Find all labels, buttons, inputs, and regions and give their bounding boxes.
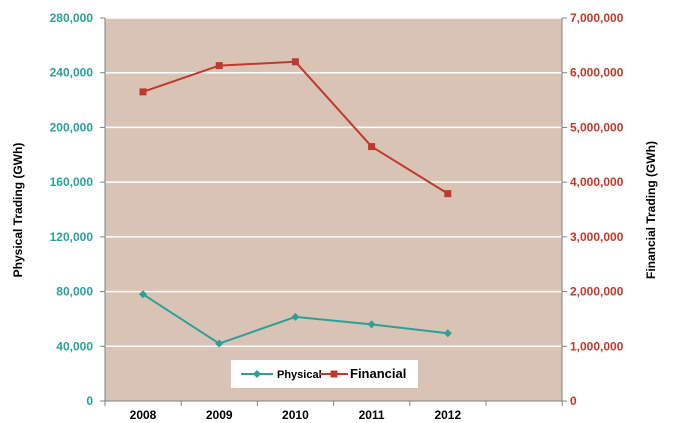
left-tick-label: 120,000 <box>50 230 94 244</box>
point-financial-2008 <box>139 88 147 96</box>
x-tick-label: 2009 <box>206 408 233 422</box>
point-financial-2012 <box>444 190 452 198</box>
x-tick-label: 2008 <box>130 408 157 422</box>
gridlines <box>100 17 567 402</box>
legend-physical-marker <box>253 370 261 378</box>
plot-area <box>105 18 562 401</box>
left-tick-label: 0 <box>86 394 93 408</box>
point-physical-2012 <box>443 329 452 338</box>
left-tick-label: 240,000 <box>50 66 94 80</box>
point-physical-2010 <box>291 312 300 321</box>
series-markers <box>139 58 452 348</box>
x-tick-labels: 2008 2009 2010 2011 2012 <box>130 408 462 422</box>
right-tick-label: 6,000,000 <box>570 66 624 80</box>
left-tick-label: 160,000 <box>50 175 94 189</box>
left-tick-label: 40,000 <box>56 339 93 353</box>
right-tick-label: 1,000,000 <box>570 339 624 353</box>
point-physical-2011 <box>367 320 376 329</box>
left-tick-labels: 0 40,000 80,000 120,000 160,000 200,000 240,00… <box>50 11 94 408</box>
right-tick-label: 2,000,000 <box>570 285 624 299</box>
right-tick-label: 4,000,000 <box>570 175 624 189</box>
legend-financial-label: Financial <box>350 366 406 381</box>
legend-physical-label: Physical <box>277 369 322 381</box>
point-physical-2009 <box>215 339 224 348</box>
left-axis-title: Physical Trading (GWh) <box>11 143 25 278</box>
right-tick-label: 0 <box>570 394 577 408</box>
point-financial-2010 <box>291 58 299 66</box>
x-tick-label: 2011 <box>359 408 385 422</box>
left-tick-label: 200,000 <box>50 120 94 134</box>
x-tick-label: 2012 <box>434 408 461 422</box>
right-tick-label: 3,000,000 <box>570 230 624 244</box>
left-tick-label: 280,000 <box>50 11 94 25</box>
point-physical-2008 <box>139 290 147 299</box>
right-tick-label: 7,000,000 <box>570 11 624 25</box>
point-financial-2011 <box>368 143 376 151</box>
right-tick-labels: 0 1,000,000 2,000,000 3,000,000 4,000,000 5,0… <box>570 11 624 408</box>
legend: Physical Financial <box>231 360 418 388</box>
right-axis-title: Financial Trading (GWh) <box>644 141 658 279</box>
right-tick-label: 5,000,000 <box>570 120 624 134</box>
legend-financial-marker <box>330 370 338 378</box>
x-tick-label: 2010 <box>282 408 309 422</box>
left-tick-label: 80,000 <box>56 285 93 299</box>
x-tick-marks <box>104 401 563 406</box>
point-financial-2009 <box>215 62 223 70</box>
